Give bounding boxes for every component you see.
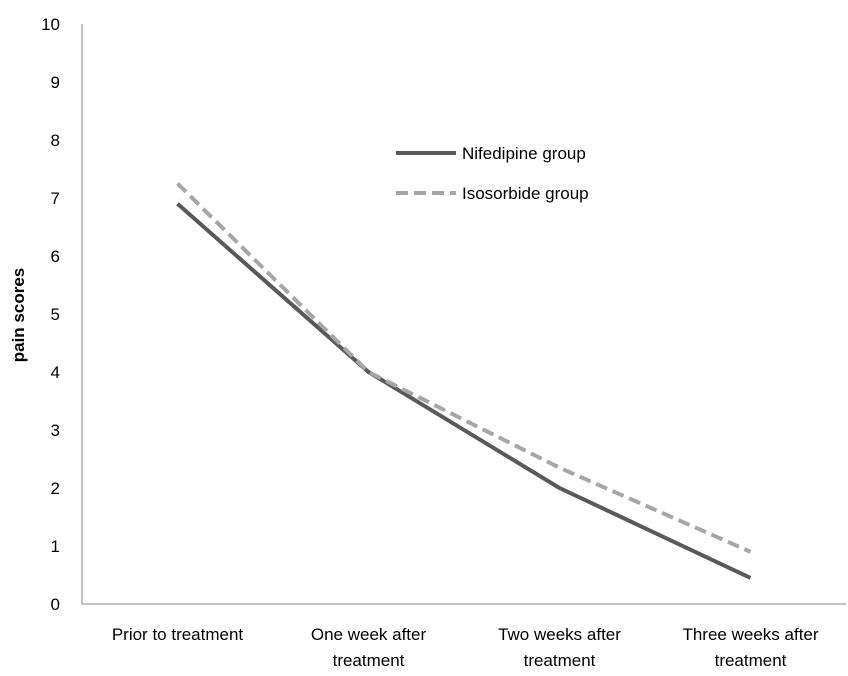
x-tick-label: Prior to treatment [112,625,244,644]
y-tick-label: 9 [51,73,60,92]
x-tick-label: One week after treatment [311,625,427,670]
x-tick-label: Two weeks after treatment [498,625,621,670]
y-tick-label: 2 [51,479,60,498]
x-tick-labels: Prior to treatment One week after treatmen… [112,625,819,670]
y-tick-label: 1 [51,537,60,556]
y-tick-label: 0 [51,595,60,614]
y-tick-label: 4 [51,363,60,382]
y-tick-label: 5 [51,305,60,324]
axes [81,24,846,605]
legend-label: Isosorbide group [462,184,589,203]
series-line-2 [176,182,752,554]
y-axis-label: pain scores [9,268,28,363]
y-tick-label: 8 [51,131,60,150]
legend-label: Nifedipine group [462,144,586,163]
x-tick-label: Three weeks after treatment [682,625,818,670]
y-tick-label: 6 [51,247,60,266]
y-tick-label: 10 [41,15,60,34]
legend: Nifedipine group Isosorbide group [396,144,589,203]
series-line-1 [176,202,752,580]
series-lines [176,182,752,580]
y-tick-labels: 0 1 2 3 4 5 6 7 8 9 10 [41,15,60,614]
y-tick-label: 3 [51,421,60,440]
y-tick-label: 7 [51,189,60,208]
